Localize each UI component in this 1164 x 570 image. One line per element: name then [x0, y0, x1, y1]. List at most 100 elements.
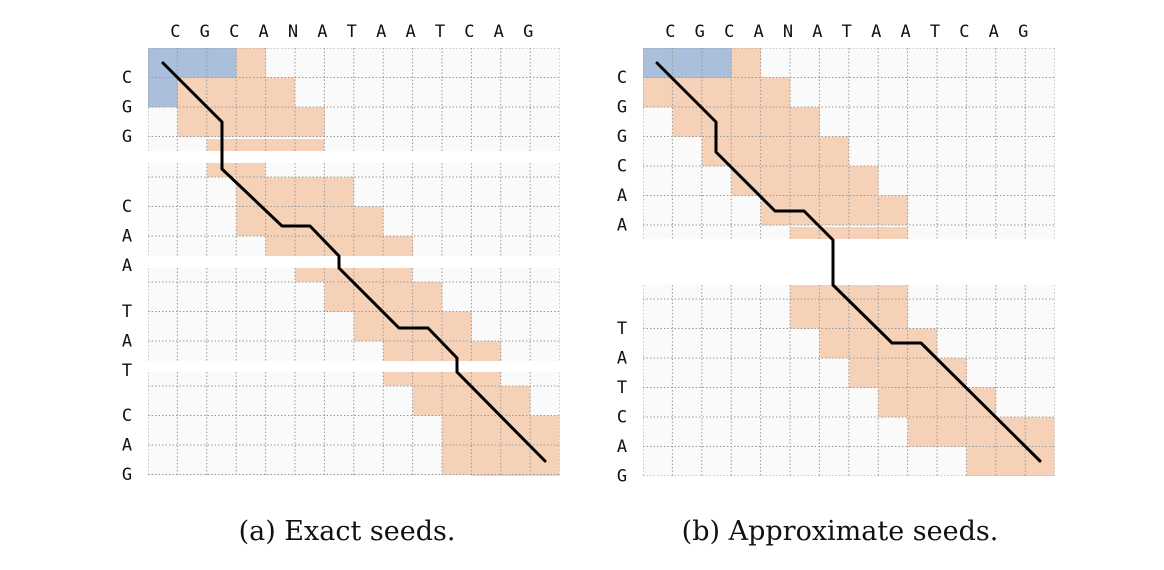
orange-cell	[236, 48, 266, 78]
row-sequence-letter: A	[617, 186, 627, 206]
top-sequence-letter: C	[665, 22, 675, 42]
orange-cell	[265, 107, 296, 137]
orange-cell	[790, 299, 820, 329]
row-sequence-letter: T	[122, 361, 132, 381]
row-sequence-letter: A	[122, 227, 132, 247]
orange-cell	[819, 328, 850, 359]
orange-cell	[295, 107, 325, 137]
orange-cell	[442, 311, 472, 342]
top-sequence-letter: C	[464, 22, 474, 42]
orange-cell	[966, 417, 997, 447]
top-sequence-letter: G	[523, 22, 533, 42]
row-sequence-letter: T	[122, 302, 132, 322]
orange-cell	[530, 415, 560, 446]
orange-cell	[819, 166, 850, 196]
orange-cell	[206, 139, 325, 151]
orange-cell	[324, 206, 355, 237]
row-sequence-letter: G	[122, 98, 132, 118]
orange-cell	[500, 474, 531, 476]
orange-cell	[848, 328, 879, 359]
orange-cell	[937, 387, 967, 418]
alignment-path	[161, 61, 547, 463]
orange-cell	[324, 282, 355, 312]
orange-cell	[878, 358, 908, 388]
blue-cell	[206, 48, 237, 78]
blue-cell	[672, 48, 703, 78]
top-sequence-letter: A	[494, 22, 504, 42]
row-sequence-letter: A	[617, 349, 627, 369]
row-sequence-letter: A	[122, 256, 132, 276]
row-sequence-letter: C	[617, 157, 627, 177]
orange-cell	[471, 415, 502, 446]
row-sequence-letter: A	[617, 437, 627, 457]
row-sequence-letter: G	[122, 465, 132, 485]
top-sequence-letter: T	[435, 22, 445, 42]
row-sequence-letter: C	[122, 197, 132, 217]
orange-cell	[206, 77, 237, 108]
orange-cell	[236, 177, 266, 207]
blue-cell	[177, 48, 208, 78]
top-sequence-letter: A	[871, 22, 881, 42]
orange-cell	[878, 195, 908, 226]
caption-b: (b) Approximate seeds.	[682, 516, 999, 547]
top-sequence-letter: G	[695, 22, 705, 42]
orange-cell	[731, 48, 761, 78]
orange-cell	[760, 107, 791, 137]
orange-cell	[760, 166, 791, 196]
top-sequence-letter: N	[288, 22, 298, 42]
blue-cell	[701, 48, 732, 78]
orange-cell	[848, 195, 879, 226]
row-sequence-letter: G	[617, 98, 627, 118]
orange-cell	[442, 415, 472, 446]
row-sequence-letter: C	[122, 68, 132, 88]
orange-cell	[907, 417, 938, 447]
orange-cell	[353, 206, 384, 237]
orange-cell	[265, 236, 296, 256]
row-sequence-letter: A	[617, 216, 627, 236]
row-sequence-letter: C	[617, 408, 627, 428]
orange-cell	[530, 474, 560, 476]
orange-cell	[819, 299, 850, 329]
orange-cell	[907, 358, 938, 388]
orange-cell	[672, 107, 703, 137]
alignment-block	[148, 372, 560, 476]
orange-cell	[878, 387, 908, 418]
orange-cell	[500, 386, 531, 416]
orange-cell	[236, 107, 266, 137]
row-sequence-letter: G	[122, 127, 132, 147]
top-sequence-letter: A	[753, 22, 763, 42]
top-sequence-letter: A	[989, 22, 999, 42]
orange-cell	[471, 474, 502, 476]
orange-cell	[731, 107, 761, 137]
top-sequence-letter: G	[200, 22, 210, 42]
orange-cell	[937, 417, 967, 447]
top-sequence-letter: C	[724, 22, 734, 42]
orange-cell	[878, 299, 908, 329]
top-sequence-letter: A	[405, 22, 415, 42]
orange-cell	[790, 166, 820, 196]
orange-cell	[412, 386, 443, 416]
orange-cell	[177, 107, 208, 137]
orange-cell	[265, 177, 296, 207]
top-sequence-letter: C	[959, 22, 969, 42]
orange-cell	[760, 136, 791, 167]
orange-cell	[500, 445, 531, 475]
orange-cell	[295, 177, 325, 207]
row-sequence-letter: T	[617, 378, 627, 398]
orange-cell	[731, 136, 761, 167]
top-sequence-letter: T	[842, 22, 852, 42]
top-sequence-letter: A	[812, 22, 822, 42]
orange-cell	[790, 107, 820, 137]
orange-cell	[236, 206, 266, 237]
orange-cell	[907, 387, 938, 418]
orange-cell	[701, 77, 732, 108]
orange-cell	[383, 282, 413, 312]
top-sequence-letter: T	[930, 22, 940, 42]
top-sequence-letter: N	[783, 22, 793, 42]
orange-cell	[790, 136, 820, 167]
orange-cell	[848, 166, 879, 196]
orange-cell	[643, 77, 673, 108]
